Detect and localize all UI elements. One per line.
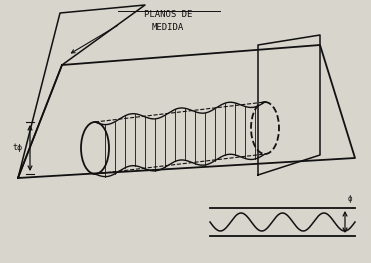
Text: ϕ: ϕ (348, 194, 352, 203)
Text: PLANOS DE
MEDIDA: PLANOS DE MEDIDA (144, 10, 192, 32)
Text: tϕ: tϕ (12, 144, 22, 153)
